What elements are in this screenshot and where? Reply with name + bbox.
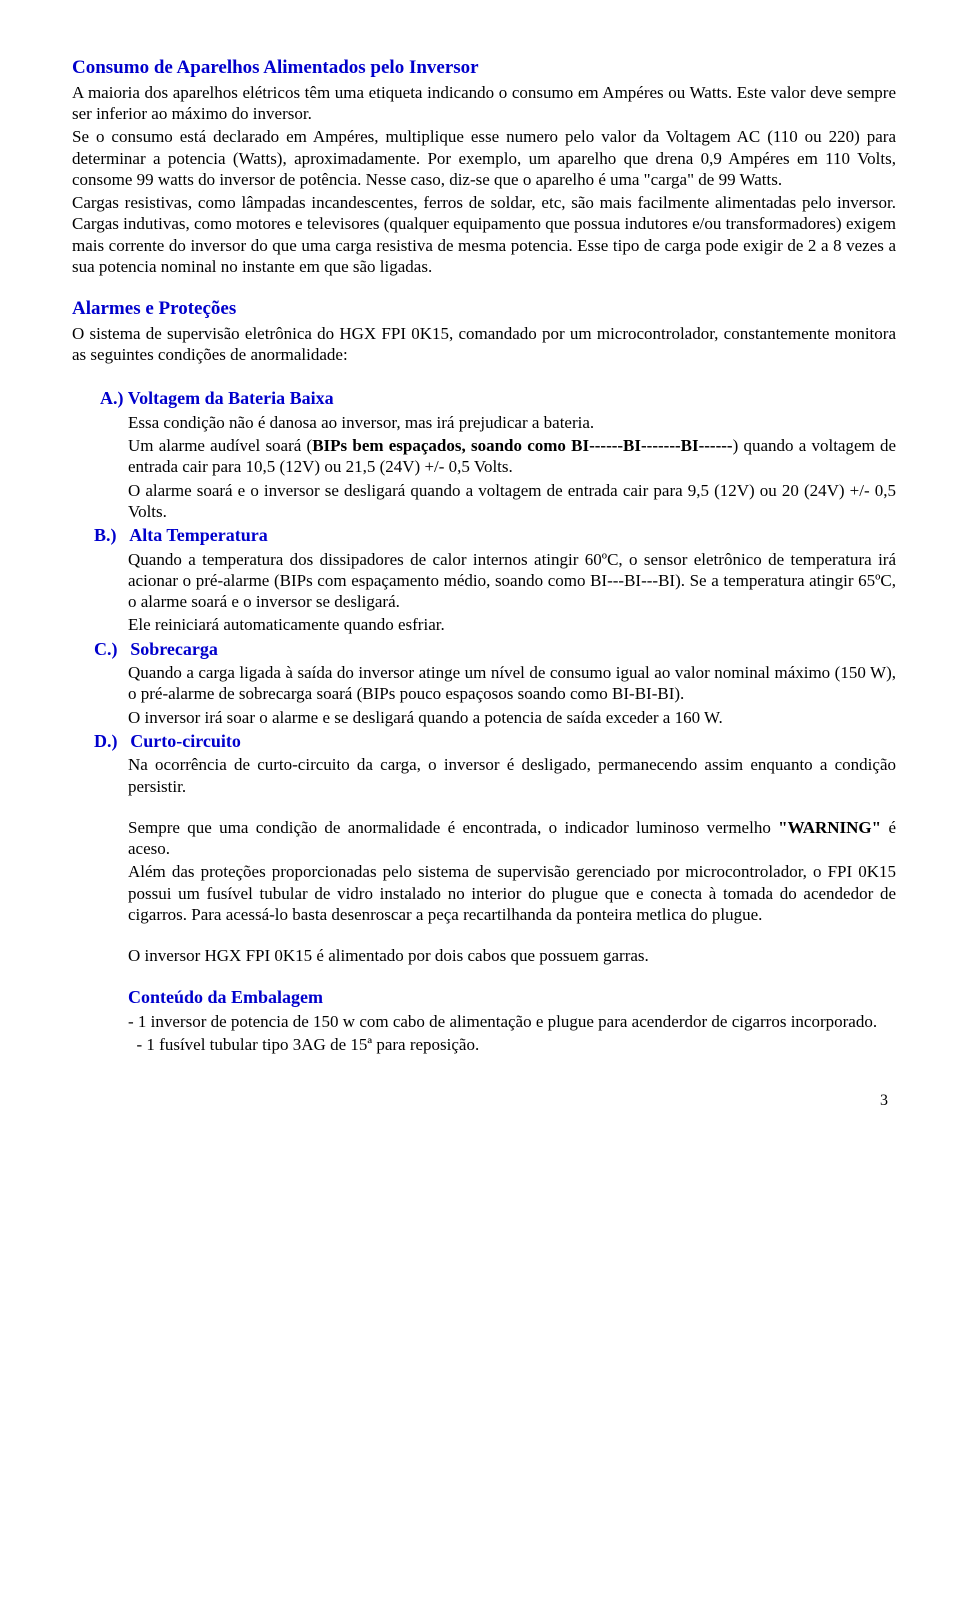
section3-l1: - 1 inversor de potencia de 150 w com ca…	[128, 1011, 896, 1032]
item-a-l3: O alarme soará e o inversor se desligará…	[128, 480, 896, 523]
item-d-l2: Sempre que uma condição de anormalidade …	[128, 817, 896, 860]
item-d-body: Na ocorrência de curto-circuito da carga…	[128, 754, 896, 966]
item-a-l2a: Um alarme audível soará (	[128, 436, 312, 455]
item-c-letter: C.)	[94, 639, 118, 659]
item-a-body: Essa condição não é danosa ao inversor, …	[128, 412, 896, 522]
item-c-title: Sobrecarga	[130, 639, 218, 659]
item-d-l3: Além das proteções proporcionadas pelo s…	[128, 861, 896, 925]
item-d-l2b: "WARNING"	[778, 818, 881, 837]
item-d-title: Curto-circuito	[130, 731, 241, 751]
item-a-title: Voltagem da Bateria Baixa	[128, 388, 334, 408]
item-d-header: D.) Curto-circuito	[94, 730, 896, 753]
item-b-l2: Ele reiniciará automaticamente quando es…	[128, 614, 896, 635]
section3-title-text: Conteúdo da Embalagem	[128, 987, 323, 1007]
section2-title-text: Alarmes e Proteções	[72, 298, 236, 319]
item-c-header: C.) Sobrecarga	[94, 638, 896, 661]
section1-title-text: Consumo de Aparelhos Alimentados pelo In…	[72, 57, 479, 78]
item-c-l1: Quando a carga ligada à saída do inverso…	[128, 662, 896, 705]
item-d-letter: D.)	[94, 731, 118, 751]
item-b-body: Quando a temperatura dos dissipadores de…	[128, 549, 896, 636]
section1-title: Consumo de Aparelhos Alimentados pelo In…	[72, 56, 896, 80]
item-d-l4: O inversor HGX FPI 0K15 é alimentado por…	[128, 945, 896, 966]
section2-intro: O sistema de supervisão eletrônica do HG…	[72, 323, 896, 366]
section1-p1: A maioria dos aparelhos elétricos têm um…	[72, 82, 896, 125]
item-d-l1: Na ocorrência de curto-circuito da carga…	[128, 754, 896, 797]
item-c-l2: O inversor irá soar o alarme e se deslig…	[128, 707, 896, 728]
section2-title: Alarmes e Proteções	[72, 297, 896, 321]
item-a-l2b: BIPs bem espaçados, soando como BI------…	[312, 436, 732, 455]
item-a-l1: Essa condição não é danosa ao inversor, …	[128, 412, 896, 433]
section3-block: Conteúdo da Embalagem - 1 inversor de po…	[128, 986, 896, 1055]
section1-p3: Cargas resistivas, como lâmpadas incande…	[72, 192, 896, 277]
page-number: 3	[72, 1091, 896, 1111]
section1-p2: Se o consumo está declarado em Ampéres, …	[72, 126, 896, 190]
item-a-letter: A.)	[100, 388, 124, 408]
item-c-body: Quando a carga ligada à saída do inverso…	[128, 662, 896, 728]
section3-l2: - 1 fusível tubular tipo 3AG de 15ª para…	[128, 1034, 896, 1055]
item-b-header: B.) Alta Temperatura	[94, 524, 896, 547]
section3-title: Conteúdo da Embalagem	[128, 986, 896, 1009]
item-b-title: Alta Temperatura	[129, 525, 268, 545]
item-a-l2: Um alarme audível soará (BIPs bem espaça…	[128, 435, 896, 478]
item-b-l1: Quando a temperatura dos dissipadores de…	[128, 549, 896, 613]
item-a-header: A.) Voltagem da Bateria Baixa	[100, 387, 896, 410]
item-b-letter: B.)	[94, 525, 117, 545]
item-d-l2a: Sempre que uma condição de anormalidade …	[128, 818, 778, 837]
